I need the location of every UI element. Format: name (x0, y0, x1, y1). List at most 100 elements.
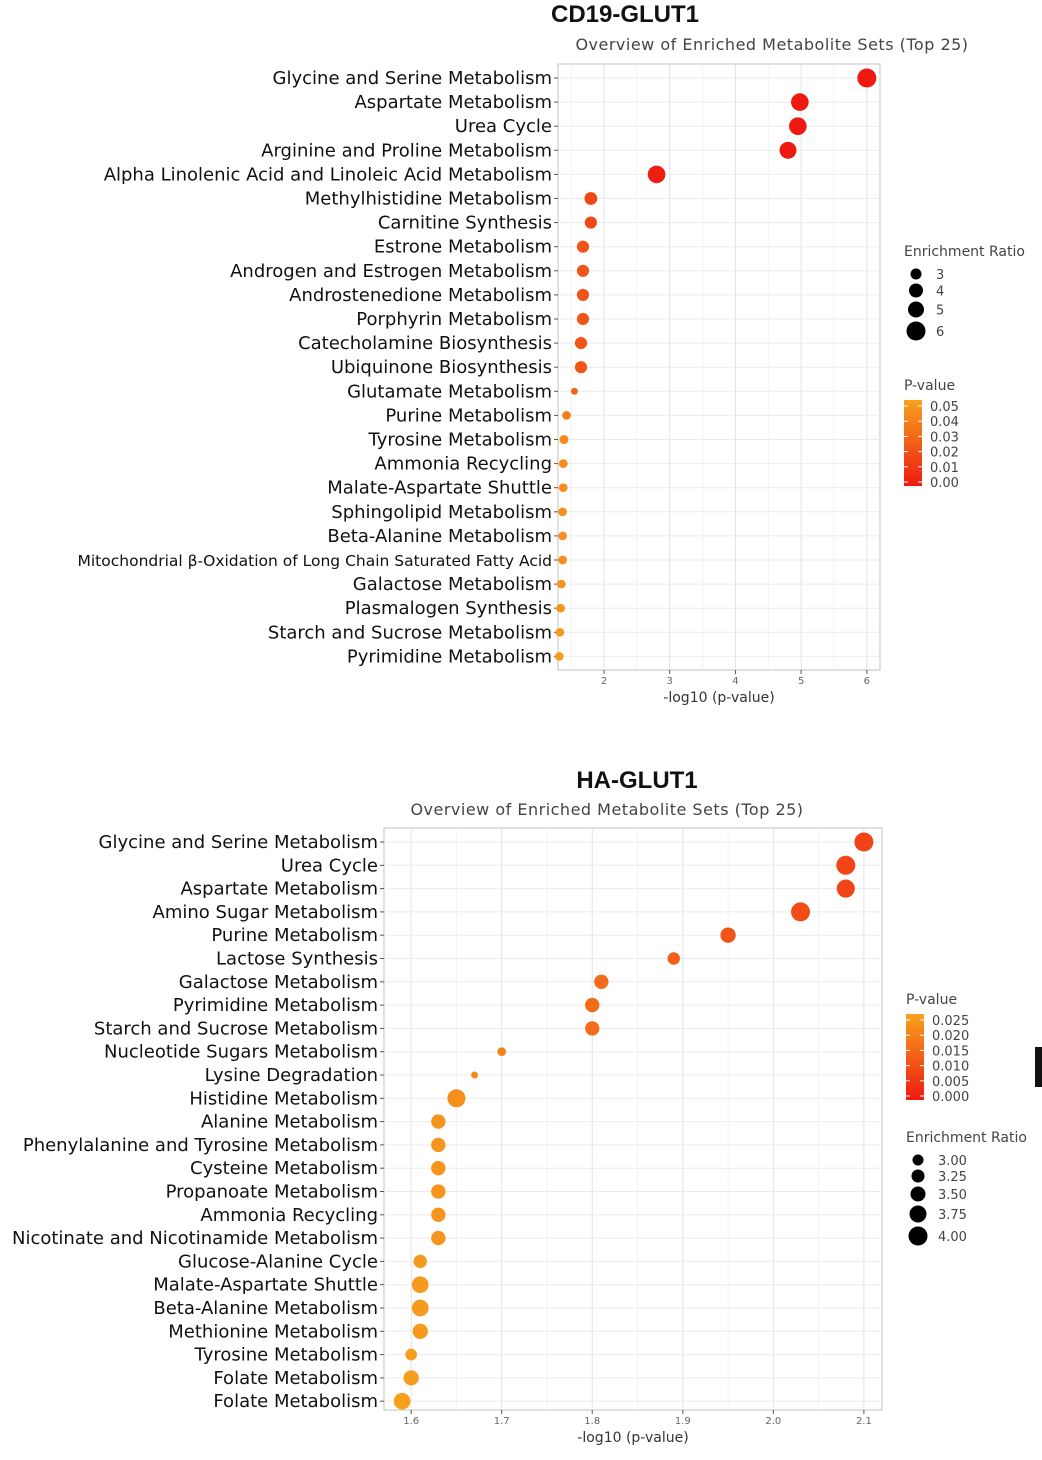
panel-edge-mark (1035, 1047, 1042, 1087)
point-aspartate-metabolism (836, 879, 855, 898)
size-legend-key (908, 301, 924, 318)
color-legend-label: 0.010 (932, 1060, 969, 1075)
point-histidine-metabolism (447, 1089, 466, 1108)
color-legend-title: P-value (904, 378, 955, 394)
point-pyrimidine-metabolism (554, 652, 564, 661)
point-estrone-metabolism (576, 240, 590, 253)
category-label-cysteine-metabolism: Cysteine Metabolism (190, 1158, 378, 1179)
chart-title: HA-GLUT1 (576, 767, 697, 794)
color-legend-label: 0.015 (932, 1044, 969, 1059)
category-label-glycine-and-serine-metabolism: Glycine and Serine Metabolism (273, 68, 552, 89)
x-tick-label: 2.1 (856, 1416, 872, 1427)
size-legend-label: 3.25 (938, 1170, 967, 1185)
point-mitochondrial-beta-oxidation-of-long-chain-saturated-fatty-acid (558, 555, 567, 565)
x-tick-label: 1.6 (403, 1416, 419, 1427)
category-label-folate-metabolism: Folate Metabolism (213, 1368, 378, 1389)
point-ammonia-recycling (558, 459, 568, 468)
category-label-urea-cycle: Urea Cycle (455, 116, 552, 137)
point-arginine-and-proline-metabolism (779, 141, 797, 159)
category-label-beta-alanine-metabolism: Beta-Alanine Metabolism (327, 526, 552, 547)
category-label-folate-metabolism: Folate Metabolism (213, 1391, 378, 1412)
x-tick-label: 6 (864, 676, 870, 687)
point-starch-and-sucrose-metabolism (585, 1021, 600, 1036)
category-label-ubiquinone-biosynthesis: Ubiquinone Biosynthesis (331, 357, 552, 378)
point-lysine-degradation (471, 1071, 479, 1079)
point-nicotinate-and-nicotinamide-metabolism (431, 1230, 446, 1246)
point-propanoate-metabolism (431, 1184, 446, 1199)
category-label-tyrosine-metabolism: Tyrosine Metabolism (194, 1345, 379, 1366)
point-aspartate-metabolism (791, 93, 809, 111)
category-label-alpha-linolenic-acid-and-linoleic-acid-metabolism: Alpha Linolenic Acid and Linoleic Acid M… (104, 164, 552, 185)
size-legend-label: 4 (936, 285, 944, 300)
point-glucose-alanine-cycle (413, 1254, 427, 1269)
point-glycine-and-serine-metabolism (854, 832, 874, 852)
point-plasmalogen-synthesis (556, 603, 565, 613)
category-label-aspartate-metabolism: Aspartate Metabolism (180, 879, 378, 900)
category-label-nicotinate-and-nicotinamide-metabolism: Nicotinate and Nicotinamide Metabolism (12, 1228, 378, 1249)
x-tick-label: 4 (732, 676, 738, 687)
point-urea-cycle (836, 855, 856, 875)
x-tick-label: 1.7 (494, 1416, 510, 1427)
category-label-starch-and-sucrose-metabolism: Starch and Sucrose Metabolism (268, 622, 552, 643)
point-alanine-metabolism (431, 1114, 446, 1129)
category-label-porphyrin-metabolism: Porphyrin Metabolism (356, 309, 552, 330)
category-label-propanoate-metabolism: Propanoate Metabolism (166, 1182, 378, 1203)
category-label-phenylalanine-and-tyrosine-metabolism: Phenylalanine and Tyrosine Metabolism (23, 1135, 378, 1156)
point-glycine-and-serine-metabolism (857, 68, 877, 88)
point-nucleotide-sugars-metabolism (497, 1047, 507, 1057)
color-legend-label: 0.05 (930, 400, 959, 415)
category-label-carnitine-synthesis: Carnitine Synthesis (378, 213, 552, 234)
color-legend-label: 0.00 (930, 476, 959, 491)
category-label-plasmalogen-synthesis: Plasmalogen Synthesis (345, 598, 552, 619)
point-glutamate-metabolism (570, 387, 578, 395)
category-label-beta-alanine-metabolism: Beta-Alanine Metabolism (153, 1298, 378, 1319)
size-legend-label: 4.00 (938, 1230, 967, 1245)
point-cysteine-metabolism (431, 1161, 446, 1176)
category-label-galactose-metabolism: Galactose Metabolism (179, 972, 378, 993)
x-tick-label: 1.8 (584, 1416, 600, 1427)
point-methylhistidine-metabolism (584, 192, 598, 205)
color-legend-title: P-value (906, 992, 957, 1008)
point-folate-metabolism (393, 1392, 411, 1410)
x-tick-label: 5 (798, 676, 804, 687)
x-tick-label: 2 (601, 676, 607, 687)
color-legend-label: 0.025 (932, 1014, 969, 1029)
category-label-ammonia-recycling: Ammonia Recycling (374, 454, 552, 475)
size-legend-title: Enrichment Ratio (906, 1130, 1027, 1146)
x-axis-label: -log10 (p-value) (663, 690, 774, 706)
size-legend-label: 6 (936, 325, 944, 340)
ha-glut1-chart: HA-GLUT1 Overview of Enriched Metabolite … (12, 767, 1027, 1446)
color-legend-bar (904, 400, 922, 486)
point-phenylalanine-and-tyrosine-metabolism (431, 1137, 446, 1153)
category-label-purine-metabolism: Purine Metabolism (385, 405, 552, 426)
category-label-urea-cycle: Urea Cycle (281, 855, 378, 876)
category-label-aspartate-metabolism: Aspartate Metabolism (354, 92, 552, 113)
point-ubiquinone-biosynthesis (574, 361, 588, 374)
size-legend-key (912, 1154, 924, 1166)
size-legend-key (906, 321, 926, 341)
point-galactose-metabolism (594, 974, 609, 989)
size-legend-label: 3.00 (938, 1154, 967, 1169)
category-label-methionine-metabolism: Methionine Metabolism (168, 1321, 378, 1342)
category-label-malate-aspartate-shuttle: Malate-Aspartate Shuttle (153, 1275, 378, 1296)
category-label-catecholamine-biosynthesis: Catecholamine Biosynthesis (298, 333, 552, 354)
category-label-galactose-metabolism: Galactose Metabolism (353, 574, 552, 595)
category-label-lactose-synthesis: Lactose Synthesis (216, 949, 378, 970)
category-label-malate-aspartate-shuttle: Malate-Aspartate Shuttle (327, 478, 552, 499)
category-label-pyrimidine-metabolism: Pyrimidine Metabolism (347, 646, 552, 667)
plot-panel (383, 827, 883, 1411)
point-amino-sugar-metabolism (791, 902, 811, 922)
color-legend-label: 0.03 (930, 430, 959, 445)
size-legend-label: 3 (936, 268, 944, 283)
category-label-tyrosine-metabolism: Tyrosine Metabolism (368, 430, 553, 451)
point-methionine-metabolism (412, 1323, 428, 1339)
point-galactose-metabolism (556, 579, 566, 589)
category-label-estrone-metabolism: Estrone Metabolism (374, 237, 552, 258)
size-legend-label: 3.50 (938, 1188, 967, 1203)
point-tyrosine-metabolism (559, 434, 569, 445)
category-label-lysine-degradation: Lysine Degradation (205, 1065, 378, 1086)
x-tick-label: 2.0 (765, 1416, 781, 1427)
chart-title: CD19-GLUT1 (551, 1, 699, 28)
category-label-methylhistidine-metabolism: Methylhistidine Metabolism (305, 189, 552, 210)
point-purine-metabolism (562, 411, 571, 420)
